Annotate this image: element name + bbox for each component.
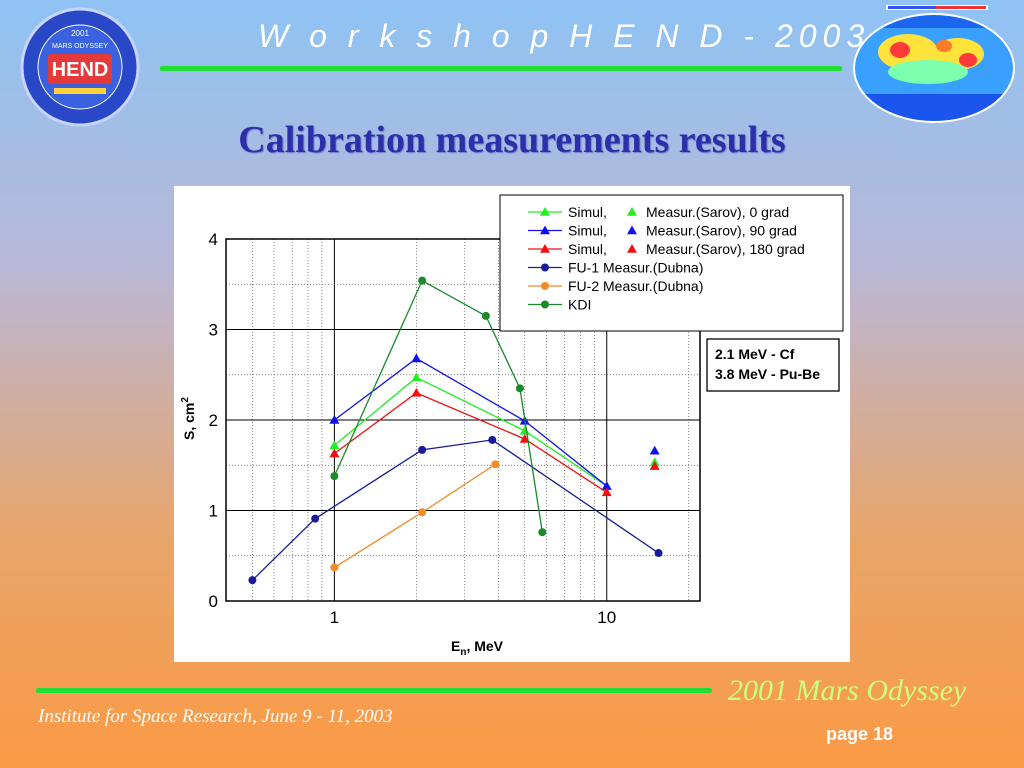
series-line xyxy=(333,376,608,487)
source-annotation-line: 2.1 MeV - Cf xyxy=(715,346,795,362)
data-point xyxy=(311,514,320,523)
legend-marker xyxy=(541,282,549,290)
calibration-chart: 0 1 2 3 4 1 10 En, MeV S, cm2 Simul, Measur.(Saro… xyxy=(180,194,844,658)
legend-marker xyxy=(541,300,549,309)
data-point xyxy=(601,487,612,497)
data-point xyxy=(418,276,427,285)
data-point xyxy=(488,435,497,444)
data-point xyxy=(601,481,612,490)
legend-measured-marker xyxy=(627,244,637,253)
data-point xyxy=(418,445,427,454)
logo-year: 2001 xyxy=(71,29,89,38)
series-3 xyxy=(248,435,663,585)
legend-box xyxy=(499,194,844,332)
series-5 xyxy=(330,276,547,537)
data-point xyxy=(654,549,663,558)
data-point xyxy=(418,508,427,517)
legend-measured-marker xyxy=(627,225,637,235)
data-point xyxy=(519,425,530,435)
series-2 xyxy=(329,387,660,497)
data-point xyxy=(329,440,340,450)
legend-marker xyxy=(540,244,550,253)
data-point xyxy=(329,448,340,458)
source-annotation-box xyxy=(706,338,840,392)
data-point xyxy=(519,434,530,443)
legend-measured-label: Measur.(Sarov), 0 grad xyxy=(646,204,789,220)
series-0 xyxy=(329,372,660,490)
data-point xyxy=(515,384,524,393)
data-point xyxy=(411,387,422,397)
y-tick-label: 4 xyxy=(209,230,218,249)
data-point xyxy=(330,563,339,572)
page-number: page 18 xyxy=(826,724,894,744)
plot-frame xyxy=(225,238,701,602)
legend-label: Simul, xyxy=(568,223,607,239)
x-tick-label: 1 xyxy=(330,608,339,627)
legend-label: Simul, xyxy=(568,241,607,257)
y-tick-label: 2 xyxy=(209,411,218,430)
hend-logo: 2001 MARS ODYSSEY HEND xyxy=(18,6,142,128)
logo-mission: MARS ODYSSEY xyxy=(52,43,108,50)
data-point xyxy=(481,311,490,320)
legend-marker xyxy=(541,263,549,272)
legend-marker xyxy=(540,225,550,235)
series-line xyxy=(333,357,608,487)
data-point xyxy=(538,528,547,537)
mars-map-image xyxy=(848,2,1020,128)
logo-hend: HEND xyxy=(52,59,109,81)
y-tick-label: 3 xyxy=(209,321,218,340)
slide-title: Calibration measurements results xyxy=(238,119,786,161)
data-point xyxy=(411,353,422,363)
x-tick-label: 10 xyxy=(597,608,616,627)
data-point xyxy=(491,460,500,469)
workshop-title: W o r k s h o p H E N D - 2003 xyxy=(258,18,871,54)
series-4 xyxy=(330,460,500,572)
footer-brand: 2001 Mars Odyssey xyxy=(728,674,967,707)
data-point xyxy=(330,472,339,481)
y-tick-label: 1 xyxy=(209,502,218,521)
y-axis-label: S, cm2 xyxy=(180,397,197,440)
data-point xyxy=(248,576,257,585)
series-line xyxy=(333,392,608,493)
legend-label: Simul, xyxy=(568,204,607,220)
legend-label: FU-2 Measur.(Dubna) xyxy=(568,278,703,294)
footer-institute: Institute for Space Research, June 9 - 1… xyxy=(38,706,393,727)
footer-divider xyxy=(36,688,712,693)
header-divider xyxy=(160,66,842,71)
legend-measured-label: Measur.(Sarov), 180 grad xyxy=(646,241,805,257)
legend-label: FU-1 Measur.(Dubna) xyxy=(568,260,703,276)
data-point xyxy=(329,415,340,424)
legend-label: KDI xyxy=(568,297,591,313)
measured-point xyxy=(649,461,660,470)
series-1 xyxy=(329,353,660,490)
source-annotation-line: 3.8 MeV - Pu-Be xyxy=(715,366,820,382)
measured-point xyxy=(649,445,660,455)
legend-measured-marker xyxy=(627,207,637,216)
x-axis-label: En, MeV xyxy=(451,638,504,658)
y-tick-label: 0 xyxy=(209,592,218,611)
legend-measured-label: Measur.(Sarov), 90 grad xyxy=(646,223,797,239)
chart-panel: 0 1 2 3 4 1 10 En, MeV S, cm2 Simul, Measur.(Saro… xyxy=(174,186,850,662)
data-point xyxy=(411,372,422,382)
legend-marker xyxy=(540,207,550,216)
series-line xyxy=(334,463,496,569)
